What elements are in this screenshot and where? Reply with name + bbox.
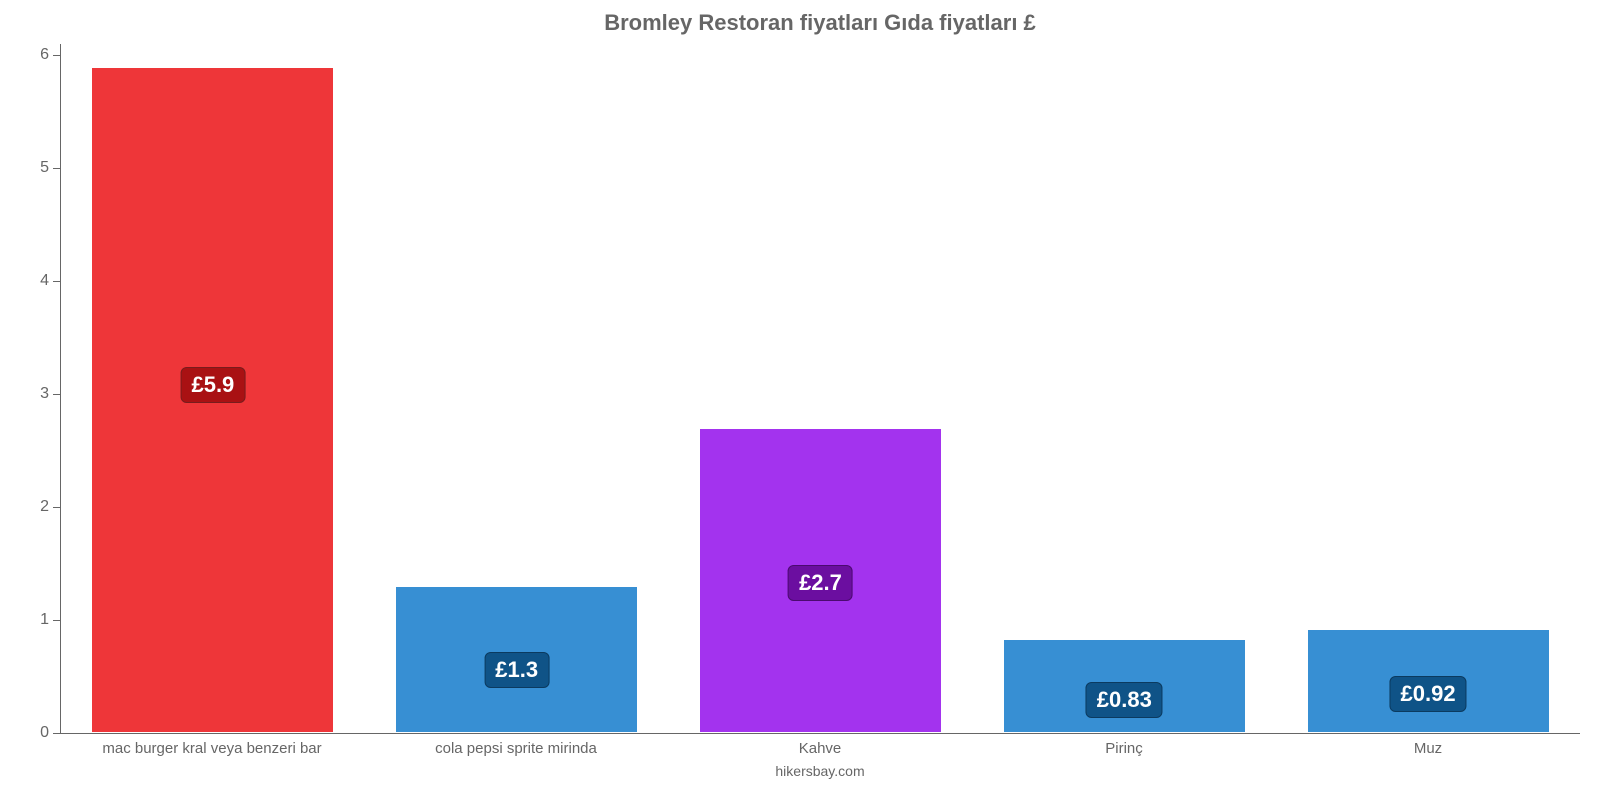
bar: £0.92: [1307, 629, 1550, 733]
y-tick: [53, 168, 61, 169]
price-chart: Bromley Restoran fiyatları Gıda fiyatlar…: [0, 0, 1600, 800]
bar-slot: £5.9: [61, 44, 365, 733]
bar: £1.3: [395, 586, 638, 733]
bar-slot: £2.7: [669, 44, 973, 733]
bar: £0.83: [1003, 639, 1246, 733]
bar-value-label: £2.7: [788, 565, 853, 601]
x-axis-label: cola pepsi sprite mirinda: [364, 740, 668, 757]
bar-slot: £0.92: [1276, 44, 1580, 733]
y-tick: [53, 281, 61, 282]
bars-group: £5.9 £1.3 £2.7 £0.83 £0.92: [61, 44, 1580, 733]
x-axis-label: mac burger kral veya benzeri bar: [60, 740, 364, 757]
y-tick-label: 3: [40, 385, 49, 403]
y-tick-label: 0: [40, 724, 49, 742]
x-axis-labels: mac burger kral veya benzeri barcola pep…: [60, 740, 1580, 757]
x-axis-label: Pirinç: [972, 740, 1276, 757]
y-tick-label: 5: [40, 159, 49, 177]
plot-area: £5.9£1.3£2.7£0.83£0.92 0123456: [60, 44, 1580, 734]
bar-value-label: £0.83: [1086, 682, 1163, 718]
x-axis-label: Kahve: [668, 740, 972, 757]
y-tick: [53, 733, 61, 734]
y-tick: [53, 507, 61, 508]
chart-title: Bromley Restoran fiyatları Gıda fiyatlar…: [60, 10, 1580, 36]
y-tick-label: 4: [40, 272, 49, 290]
bar-value-label: £5.9: [180, 367, 245, 403]
bar: £5.9: [91, 67, 334, 733]
bar-value-label: £1.3: [484, 652, 549, 688]
bar-value-label: £0.92: [1390, 676, 1467, 712]
y-tick-label: 1: [40, 611, 49, 629]
bar: £2.7: [699, 428, 942, 733]
y-tick-label: 2: [40, 498, 49, 516]
y-tick: [53, 620, 61, 621]
y-tick: [53, 394, 61, 395]
bar-slot: £1.3: [365, 44, 669, 733]
source-label: hikersbay.com: [60, 763, 1580, 779]
bar-slot: £0.83: [972, 44, 1276, 733]
y-tick: [53, 55, 61, 56]
x-axis-label: Muz: [1276, 740, 1580, 757]
y-tick-label: 6: [40, 46, 49, 64]
